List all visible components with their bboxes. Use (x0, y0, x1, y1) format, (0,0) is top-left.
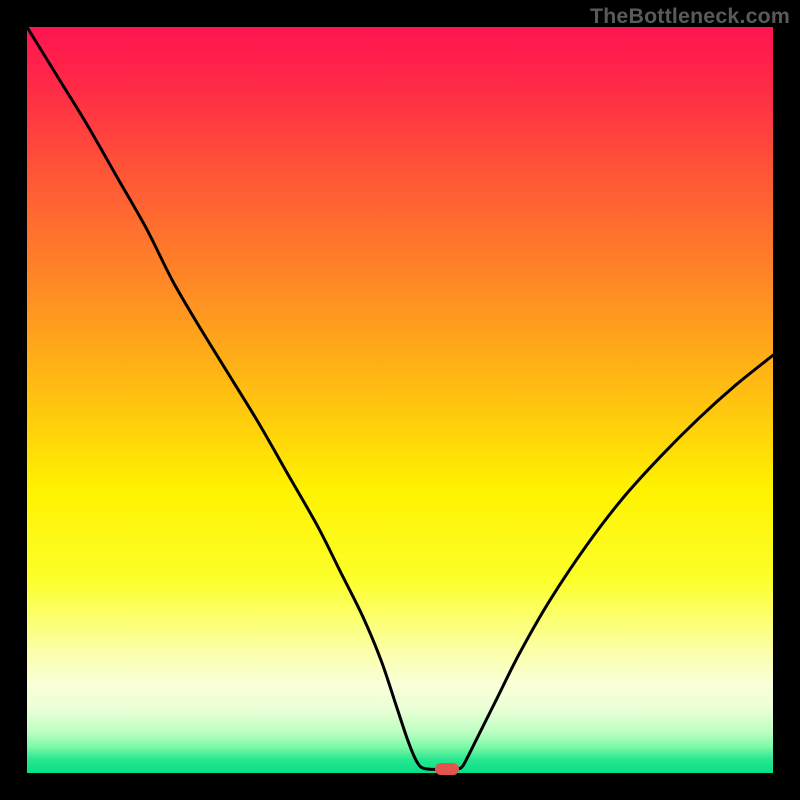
bottleneck-curve (27, 27, 773, 769)
watermark-text: TheBottleneck.com (590, 4, 790, 29)
plot-area (27, 27, 773, 773)
chart-container: { "canvas": { "width": 800, "height": 80… (0, 0, 800, 800)
line-chart (27, 27, 773, 773)
optimal-point-marker (435, 763, 459, 775)
